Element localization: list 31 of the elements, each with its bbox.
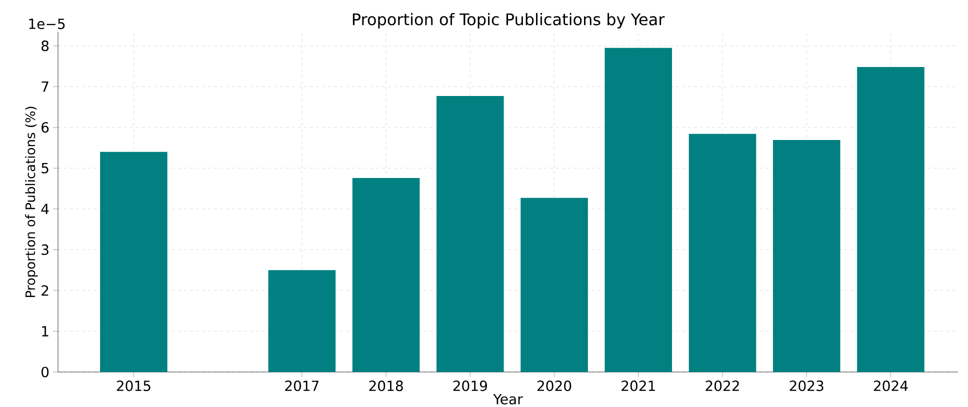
x-tick-label: 2020	[537, 380, 572, 392]
text: 1e−5	[29, 18, 65, 30]
bar	[436, 96, 504, 372]
x-tick-label: 2015	[116, 380, 150, 392]
x-axis-title: Year	[493, 394, 523, 404]
x-tick-label: 2017	[285, 380, 319, 392]
bar	[100, 152, 168, 372]
x-tick-label: 2021	[622, 380, 655, 392]
chart-title: Proportion of Topic Publications by Year	[352, 12, 665, 28]
bar	[604, 48, 672, 372]
y-tick-label: 2	[42, 285, 48, 296]
bar	[268, 270, 336, 372]
bar	[688, 134, 756, 372]
y-tick-label: 6	[42, 122, 49, 133]
x-tick-label: 2019	[453, 380, 487, 392]
y-tick-label: 4	[41, 204, 49, 214]
y-axis-title: Proportion of Publications (%)	[25, 106, 38, 298]
y-tick-label: 8	[42, 40, 49, 52]
x-tick-label: 2018	[369, 380, 403, 392]
y-tick-label: 7	[42, 82, 48, 92]
x-tick-label: 2022	[706, 380, 739, 392]
y-tick-label: 0	[42, 366, 49, 378]
x-tick-label: 2023	[790, 380, 824, 392]
y-tick-label: 5	[42, 162, 48, 174]
y-tick-label: 1	[42, 326, 48, 336]
bar	[857, 67, 924, 372]
bar	[352, 178, 420, 372]
y-tick-label: 3	[42, 244, 48, 255]
bar	[520, 198, 588, 372]
bar	[772, 140, 840, 372]
x-tick-label: 2024	[874, 380, 908, 392]
